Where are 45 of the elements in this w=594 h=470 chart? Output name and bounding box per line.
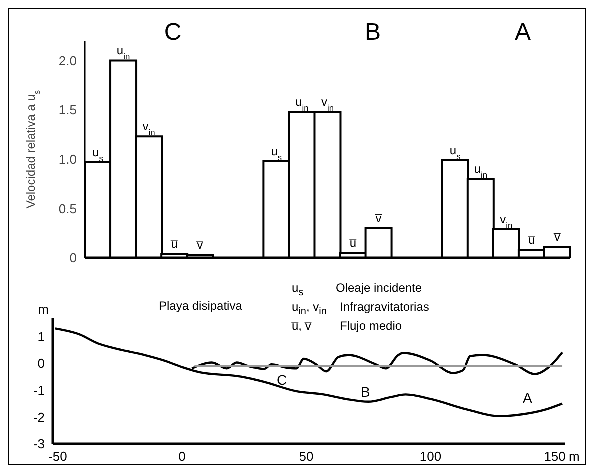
y-axis-title: m [38,302,49,317]
category-label: u$_{s}$ [271,144,282,162]
category-label: v$_{in}$ [321,95,334,114]
annotation: A [523,390,534,406]
x-tick-label: 100 [420,449,442,464]
category-label: u̅ [528,233,536,248]
category-label: v$_{in}$ [142,120,156,138]
text: Infragravitatorias [340,300,430,314]
category-label: u$_{s}$ [450,143,461,162]
x-tick-label: -50 [48,449,68,464]
annotation: B [364,19,382,47]
text: Oleaje incidente [336,281,424,295]
category-label: v$_{in}$ [500,212,513,230]
x-axis-title: m [569,449,580,464]
annotation: Flujo medio [340,319,404,333]
category-label: u̅ [171,237,178,252]
y-tick-label: -2 [33,410,45,425]
category-label: v̅ [376,211,382,226]
x-tick-label: 50 [299,449,314,464]
text: u$_{in}$, v$_{in}$ [292,300,327,318]
category-label: u$_{in}$ [474,162,488,180]
y-tick-label: 1.5 [58,102,77,118]
annotation: A [514,19,532,47]
y-tick-label: 2.0 [58,53,77,68]
annotation: u̅, v̅ [292,319,312,333]
category-label: u$_{in}$ [296,95,309,114]
text: u$_{s}$ [292,281,304,298]
y-tick-label: 1 [38,329,45,344]
y-tick-label: 0.5 [58,201,77,216]
y-tick-label: 0 [70,250,77,266]
category-label: v̅ [554,230,560,244]
annotation: B [361,384,372,400]
x-tick-label: 0 [178,449,186,464]
y-tick-label: 0 [38,356,45,372]
x-tick-label: 150 [544,449,566,464]
category-label: u̅ [350,236,357,250]
category-label: u$_{s}$ [92,145,104,164]
category-label: u$_{in}$ [116,44,130,62]
y-tick-label: -3 [33,436,45,452]
annotation: C [277,372,288,388]
y-tick-label: -1 [33,383,45,398]
annotation: C [163,19,183,47]
text: Playa disipativa [159,299,244,313]
y-tick-label: 1.0 [58,152,77,167]
category-label: v̅ [197,238,204,252]
